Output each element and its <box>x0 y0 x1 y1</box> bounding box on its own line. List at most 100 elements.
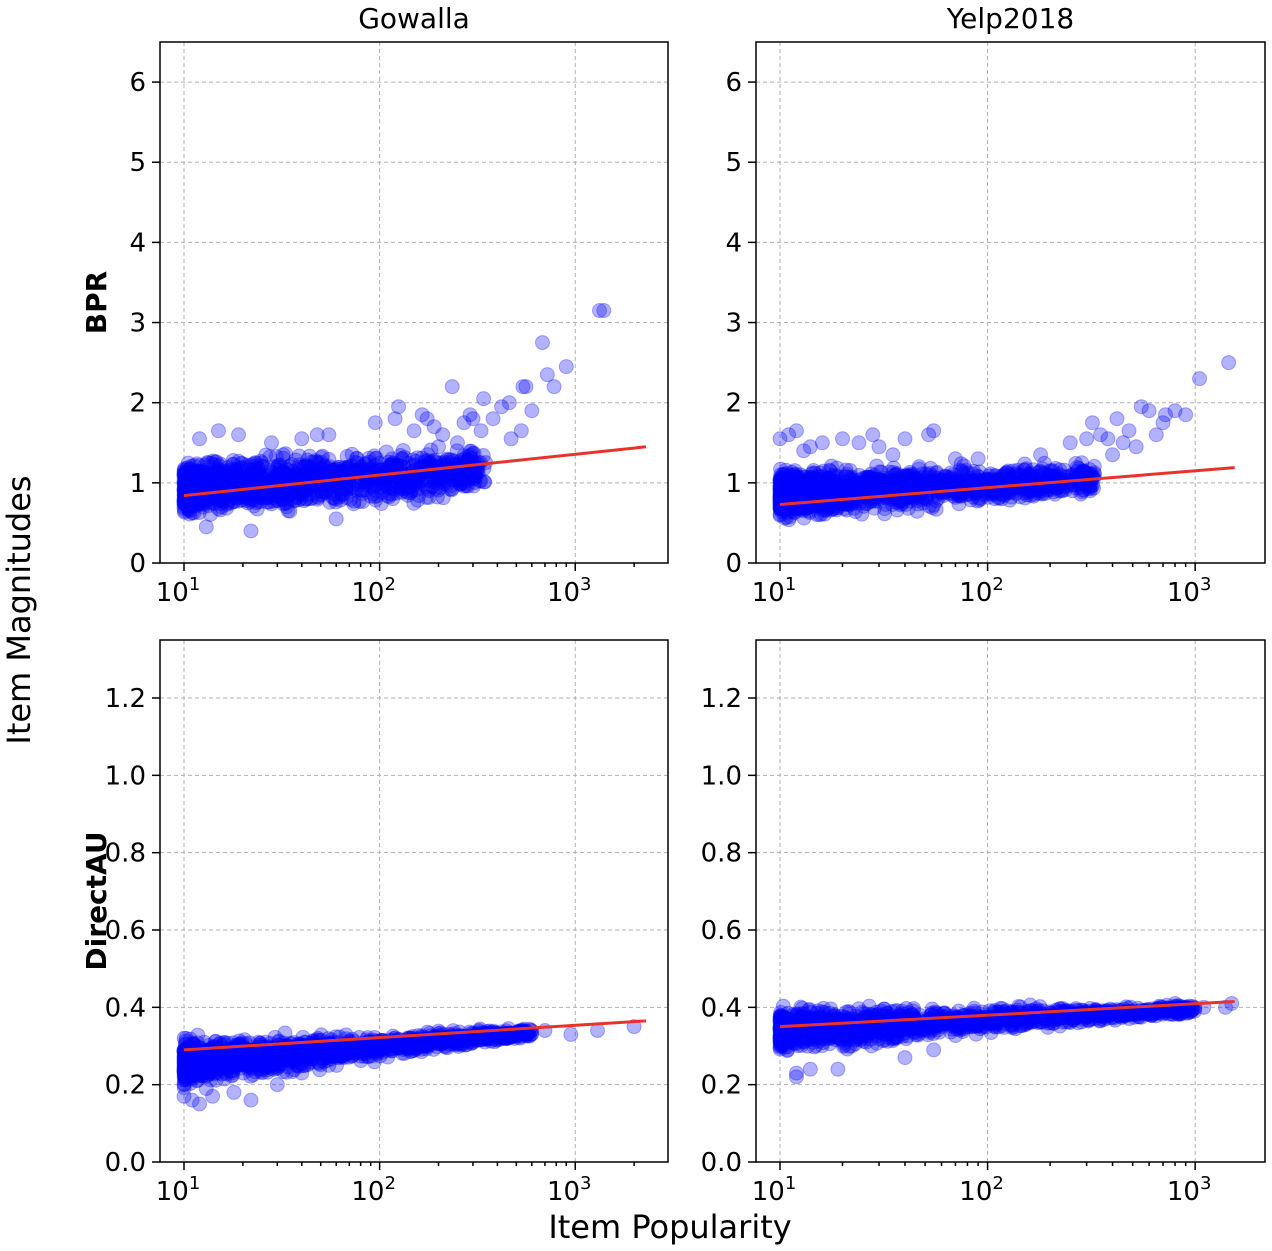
scatter-point <box>459 468 475 484</box>
scatter-point <box>253 490 269 506</box>
scatter-point <box>193 464 209 480</box>
scatter-point <box>250 465 266 481</box>
scatter-point <box>349 455 365 471</box>
scatter-point <box>873 464 889 480</box>
scatter-point <box>867 471 883 487</box>
scatter-point <box>999 465 1015 481</box>
scatter-point <box>179 476 195 492</box>
scatter-point <box>791 473 807 489</box>
scatter-point <box>1064 483 1080 499</box>
scatter-point <box>786 467 802 483</box>
scatter-point <box>319 463 335 479</box>
scatter-point <box>892 471 908 487</box>
scatter-point <box>271 463 287 479</box>
scatter-point <box>184 464 200 480</box>
scatter-point <box>460 478 476 494</box>
scatter-point <box>866 500 882 516</box>
scatter-point <box>928 493 944 509</box>
scatter-point <box>291 492 307 508</box>
scatter-point <box>796 469 812 485</box>
scatter-point <box>827 477 843 493</box>
scatter-point <box>773 481 789 497</box>
scatter-point <box>368 492 384 508</box>
scatter-point <box>444 470 460 486</box>
scatter-point <box>262 463 278 479</box>
scatter-point <box>198 1081 214 1097</box>
scatter-point <box>276 464 292 480</box>
scatter-point <box>773 486 789 502</box>
scatter-point <box>943 474 959 490</box>
scatter-point <box>905 472 921 488</box>
scatter-point <box>225 456 241 472</box>
scatter-point <box>797 486 813 502</box>
scatter-point <box>432 480 448 496</box>
scatter-point <box>879 476 895 492</box>
scatter-point <box>249 493 265 509</box>
scatter-point <box>383 457 399 473</box>
scatter-point <box>773 482 789 498</box>
scatter-point <box>247 455 263 471</box>
scatter-point <box>772 481 788 497</box>
scatter-point <box>184 468 200 484</box>
scatter-point <box>805 465 821 481</box>
scatter-point <box>1062 435 1078 451</box>
scatter-point <box>849 480 865 496</box>
scatter-point <box>429 489 445 505</box>
scatter-point <box>199 495 215 511</box>
scatter-point <box>388 460 404 476</box>
scatter-point <box>181 461 197 477</box>
scatter-point <box>273 491 289 507</box>
scatter-point <box>234 492 250 508</box>
x-tick-label: 102 <box>351 1173 396 1207</box>
scatter-point <box>314 483 330 499</box>
scatter-point <box>776 480 792 496</box>
scatter-point <box>186 477 202 493</box>
scatter-point <box>238 462 254 478</box>
scatter-point <box>453 476 469 492</box>
scatter-point <box>187 475 203 491</box>
scatter-point <box>180 478 196 494</box>
scatter-point <box>874 472 890 488</box>
scatter-point <box>250 489 266 505</box>
scatter-point <box>845 481 861 497</box>
scatter-point <box>457 472 473 488</box>
scatter-point <box>853 477 869 493</box>
scatter-point <box>233 460 249 476</box>
scatter-point <box>772 482 788 498</box>
scatter-point <box>773 467 789 483</box>
scatter-point <box>385 455 401 471</box>
scatter-point <box>782 474 798 490</box>
scatter-point <box>428 481 444 497</box>
scatter-point <box>779 486 795 502</box>
scatter-point <box>400 487 416 503</box>
scatter-point <box>801 471 817 487</box>
y-tick-label: 5 <box>129 148 146 178</box>
scatter-point <box>776 474 792 490</box>
scatter-point <box>772 494 788 510</box>
scatter-point <box>802 469 818 485</box>
scatter-point <box>915 495 931 511</box>
scatter-point <box>1075 482 1091 498</box>
scatter-point <box>184 467 200 483</box>
scatter-point <box>181 499 197 515</box>
y-tick-label: 0.8 <box>701 839 742 869</box>
scatter-point <box>880 478 896 494</box>
scatter-point <box>905 472 921 488</box>
scatter-point <box>777 484 793 500</box>
scatter-point <box>192 472 208 488</box>
scatter-point <box>367 457 383 473</box>
scatter-point <box>178 475 194 491</box>
scatter-point <box>288 452 304 468</box>
scatter-point <box>863 478 879 494</box>
scatter-point <box>826 481 842 497</box>
scatter-point <box>280 466 296 482</box>
scatter-point <box>180 478 196 494</box>
scatter-point <box>204 472 220 488</box>
scatter-point <box>900 500 916 516</box>
scatter-point <box>1025 462 1041 478</box>
scatter-point <box>971 464 987 480</box>
scatter-point <box>186 477 202 493</box>
scatter-point <box>348 454 364 470</box>
scatter-point <box>1051 483 1067 499</box>
scatter-point <box>784 464 800 480</box>
